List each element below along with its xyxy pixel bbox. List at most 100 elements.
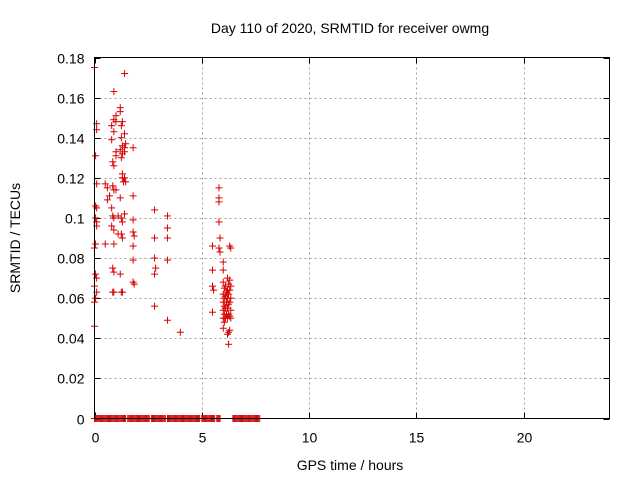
data-point xyxy=(151,254,159,262)
y-axis-label: SRMTID / TECUs xyxy=(7,183,23,293)
data-point xyxy=(215,244,223,252)
y-tick-label: 0.06 xyxy=(57,291,84,307)
data-point xyxy=(163,224,171,232)
data-point xyxy=(121,130,129,138)
data-point xyxy=(224,330,232,338)
data-point xyxy=(92,270,100,278)
data-point xyxy=(215,198,223,206)
data-point xyxy=(151,206,159,214)
data-point xyxy=(92,240,100,248)
data-point xyxy=(121,70,129,78)
data-point xyxy=(122,140,130,148)
data-point xyxy=(227,294,235,302)
data-point xyxy=(151,302,159,310)
data-point xyxy=(209,242,217,250)
data-point xyxy=(129,242,137,250)
data-point xyxy=(101,240,109,248)
y-tick-label: 0.02 xyxy=(57,371,84,387)
data-point xyxy=(118,118,126,126)
x-tick-label: 0 xyxy=(92,430,100,446)
data-point xyxy=(130,280,138,288)
x-tick-label: 20 xyxy=(517,430,533,446)
data-point xyxy=(216,248,224,256)
data-point xyxy=(226,286,234,294)
data-point xyxy=(92,294,100,302)
data-point xyxy=(227,306,235,314)
data-point xyxy=(112,112,120,120)
data-point xyxy=(176,328,184,336)
grid-layer xyxy=(94,57,610,419)
data-point xyxy=(122,178,130,186)
data-point xyxy=(108,122,116,130)
y-tick-label: 0.12 xyxy=(57,171,84,187)
data-point xyxy=(209,282,217,290)
data-point xyxy=(117,230,125,238)
data-point xyxy=(116,194,124,202)
data-point xyxy=(130,232,138,240)
data-point xyxy=(163,316,171,324)
data-point xyxy=(92,152,100,160)
y-tick-label: 0.14 xyxy=(57,131,84,147)
tick-label-layer: 0 0.02 0.04 0.06 0.08 0.1 0.12 0.14 0.16 0.18 0 5 10… xyxy=(57,51,532,446)
x-tick-label: 15 xyxy=(409,430,425,446)
data-point xyxy=(121,210,129,218)
data-point xyxy=(101,180,109,188)
data-point xyxy=(219,324,227,332)
data-point xyxy=(116,270,124,278)
data-point xyxy=(116,146,124,154)
chart-title: Day 110 of 2020, SRMTID for receiver owm… xyxy=(211,20,489,36)
data-point xyxy=(219,278,227,286)
data-point xyxy=(112,152,120,160)
data-point xyxy=(118,288,126,296)
data-point xyxy=(151,234,159,242)
data-point xyxy=(210,286,218,294)
data-point xyxy=(110,240,118,248)
data-point xyxy=(226,276,234,284)
data-point xyxy=(103,196,111,204)
data-point xyxy=(109,158,117,166)
y-tick-label: 0.18 xyxy=(57,51,84,67)
data-point xyxy=(216,234,224,242)
data-point xyxy=(112,186,120,194)
data-point xyxy=(110,226,118,234)
x-tick-label: 5 xyxy=(199,430,207,446)
data-point xyxy=(209,266,217,274)
data-point xyxy=(121,148,129,156)
data-point xyxy=(227,314,235,322)
data-point xyxy=(110,128,118,136)
data-point xyxy=(109,182,117,190)
data-point xyxy=(108,222,116,230)
data-point xyxy=(215,218,223,226)
data-point xyxy=(215,184,223,192)
data-point xyxy=(109,264,117,272)
y-tick-label: 0.08 xyxy=(57,251,84,267)
y-tick-label: 0.04 xyxy=(57,331,84,347)
data-point xyxy=(110,288,118,296)
data-point xyxy=(151,270,159,278)
data-point xyxy=(225,340,233,348)
data-point xyxy=(209,308,217,316)
data-point xyxy=(220,318,228,326)
data-point xyxy=(117,214,125,222)
data-point xyxy=(219,258,227,266)
data-point xyxy=(92,214,100,222)
data-point xyxy=(110,268,118,276)
data-point xyxy=(108,204,116,212)
data-point xyxy=(103,184,111,192)
data-point xyxy=(152,264,160,272)
data-point xyxy=(110,214,118,222)
data-point xyxy=(110,88,118,96)
data-point xyxy=(163,212,171,220)
data-point xyxy=(225,290,233,298)
data-point xyxy=(117,134,125,142)
x-tick-label: 10 xyxy=(302,430,318,446)
data-point xyxy=(129,144,137,152)
data-point xyxy=(129,192,137,200)
data-point xyxy=(116,108,124,116)
data-point xyxy=(106,192,114,200)
data-point xyxy=(226,326,234,334)
data-point xyxy=(118,234,126,242)
